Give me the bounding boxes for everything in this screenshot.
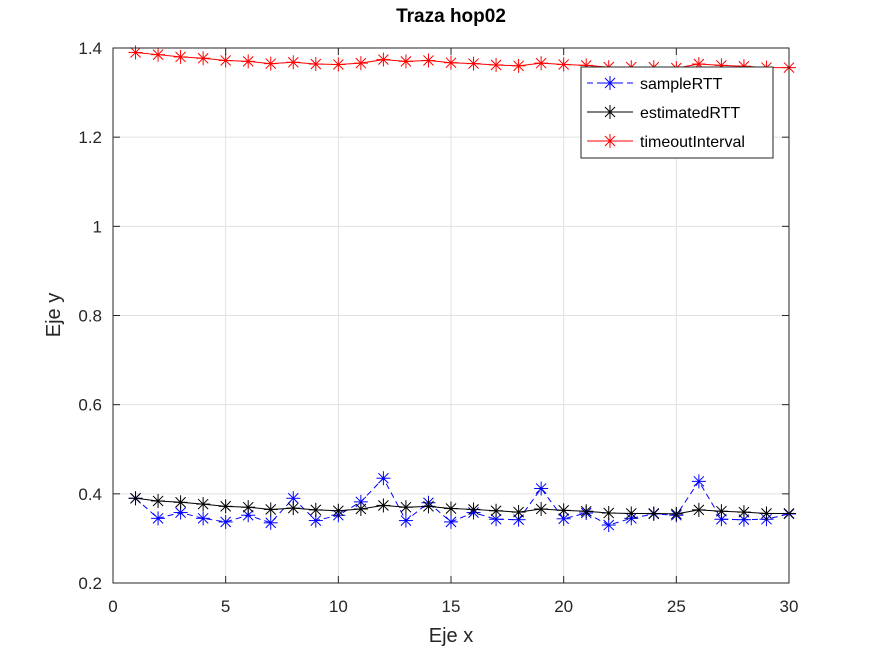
data-point-estimatedRTT bbox=[353, 501, 368, 516]
legend-marker-sampleRTT bbox=[603, 76, 617, 90]
x-tick-label: 20 bbox=[554, 597, 573, 616]
data-point-estimatedRTT bbox=[714, 504, 729, 519]
y-tick-label: 1 bbox=[93, 217, 102, 236]
data-point-timeoutInterval bbox=[556, 57, 571, 72]
data-point-estimatedRTT bbox=[556, 503, 571, 518]
x-tick-label: 30 bbox=[780, 597, 799, 616]
data-point-sampleRTT bbox=[173, 505, 188, 520]
data-point-sampleRTT bbox=[444, 514, 458, 529]
data-point-timeoutInterval bbox=[308, 57, 323, 72]
y-tick-label: 0.8 bbox=[78, 307, 102, 326]
data-point-estimatedRTT bbox=[444, 501, 458, 516]
data-point-sampleRTT bbox=[601, 518, 616, 533]
data-point-sampleRTT bbox=[218, 514, 233, 529]
data-point-sampleRTT bbox=[151, 511, 166, 526]
data-point-estimatedRTT bbox=[241, 500, 256, 515]
legend-label-sampleRTT: sampleRTT bbox=[640, 76, 723, 93]
data-point-estimatedRTT bbox=[263, 502, 278, 517]
x-tick-label: 10 bbox=[329, 597, 348, 616]
legend-marker-timeoutInterval bbox=[603, 134, 617, 148]
data-point-timeoutInterval bbox=[511, 58, 526, 73]
data-point-estimatedRTT bbox=[466, 502, 481, 517]
data-point-sampleRTT bbox=[196, 511, 211, 526]
legend-label-timeoutInterval: timeoutInterval bbox=[640, 134, 745, 151]
data-point-estimatedRTT bbox=[646, 506, 661, 521]
data-point-timeoutInterval bbox=[218, 53, 233, 68]
y-axis-label: Eje y bbox=[43, 293, 65, 337]
data-point-estimatedRTT bbox=[669, 506, 684, 521]
data-point-estimatedRTT bbox=[601, 506, 616, 521]
data-point-sampleRTT bbox=[556, 511, 571, 526]
data-point-estimatedRTT bbox=[173, 495, 188, 510]
data-point-estimatedRTT bbox=[579, 504, 594, 519]
data-point-timeoutInterval bbox=[421, 53, 436, 68]
data-point-estimatedRTT bbox=[736, 505, 751, 520]
data-point-estimatedRTT bbox=[489, 503, 504, 518]
y-tick-label: 0.6 bbox=[78, 396, 102, 415]
data-point-estimatedRTT bbox=[308, 502, 323, 517]
y-tick-label: 0.2 bbox=[78, 574, 102, 593]
x-tick-label: 5 bbox=[221, 597, 230, 616]
x-tick-label: 0 bbox=[108, 597, 117, 616]
data-point-timeoutInterval bbox=[331, 57, 346, 72]
data-point-timeoutInterval bbox=[263, 56, 278, 71]
legend-marker-estimatedRTT bbox=[603, 105, 617, 119]
data-point-estimatedRTT bbox=[759, 506, 774, 521]
data-point-estimatedRTT bbox=[691, 502, 706, 517]
data-point-estimatedRTT bbox=[421, 499, 436, 514]
data-point-sampleRTT bbox=[263, 515, 278, 530]
data-point-sampleRTT bbox=[534, 481, 549, 496]
x-tick-label: 25 bbox=[667, 597, 686, 616]
data-point-timeoutInterval bbox=[196, 51, 211, 66]
data-point-timeoutInterval bbox=[534, 56, 549, 71]
data-point-estimatedRTT bbox=[624, 506, 639, 521]
axis-ticks: 0 5 10 15 20 25 30 0.2 0.4 0.6 0.8 1 1.2 1.4 bbox=[78, 39, 798, 616]
series-layer bbox=[128, 45, 796, 533]
y-tick-label: 1.2 bbox=[78, 128, 102, 147]
data-point-sampleRTT bbox=[376, 471, 391, 486]
data-point-timeoutInterval bbox=[376, 52, 391, 67]
data-point-timeoutInterval bbox=[353, 56, 368, 71]
data-point-timeoutInterval bbox=[241, 54, 256, 69]
data-point-sampleRTT bbox=[398, 513, 413, 528]
data-point-estimatedRTT bbox=[398, 500, 413, 515]
data-point-timeoutInterval bbox=[173, 49, 188, 64]
series-estimatedRTT bbox=[128, 491, 796, 521]
data-point-estimatedRTT bbox=[128, 491, 143, 506]
data-point-timeoutInterval bbox=[489, 57, 504, 72]
data-point-sampleRTT bbox=[308, 513, 323, 528]
x-axis-label: Eje x bbox=[429, 625, 473, 647]
data-point-timeoutInterval bbox=[444, 55, 458, 70]
data-point-estimatedRTT bbox=[151, 493, 166, 508]
data-point-timeoutInterval bbox=[466, 56, 481, 71]
data-point-estimatedRTT bbox=[376, 498, 391, 513]
y-tick-label: 0.4 bbox=[78, 485, 102, 504]
data-point-timeoutInterval bbox=[286, 55, 301, 70]
data-point-estimatedRTT bbox=[331, 503, 346, 518]
y-tick-label: 1.4 bbox=[78, 39, 102, 58]
data-point-sampleRTT bbox=[691, 474, 706, 489]
data-point-estimatedRTT bbox=[286, 501, 301, 516]
data-point-estimatedRTT bbox=[534, 501, 549, 516]
legend-label-estimatedRTT: estimatedRTT bbox=[640, 105, 740, 122]
data-point-timeoutInterval bbox=[151, 47, 166, 62]
data-point-timeoutInterval bbox=[398, 54, 413, 69]
data-point-sampleRTT bbox=[714, 512, 729, 527]
data-point-estimatedRTT bbox=[218, 499, 233, 514]
x-tick-label: 15 bbox=[442, 597, 461, 616]
chart-title: Traza hop02 bbox=[396, 6, 506, 27]
data-point-estimatedRTT bbox=[196, 497, 211, 512]
legend: sampleRTT estimatedRTT timeoutInterval bbox=[580, 66, 774, 159]
data-point-estimatedRTT bbox=[511, 505, 526, 520]
